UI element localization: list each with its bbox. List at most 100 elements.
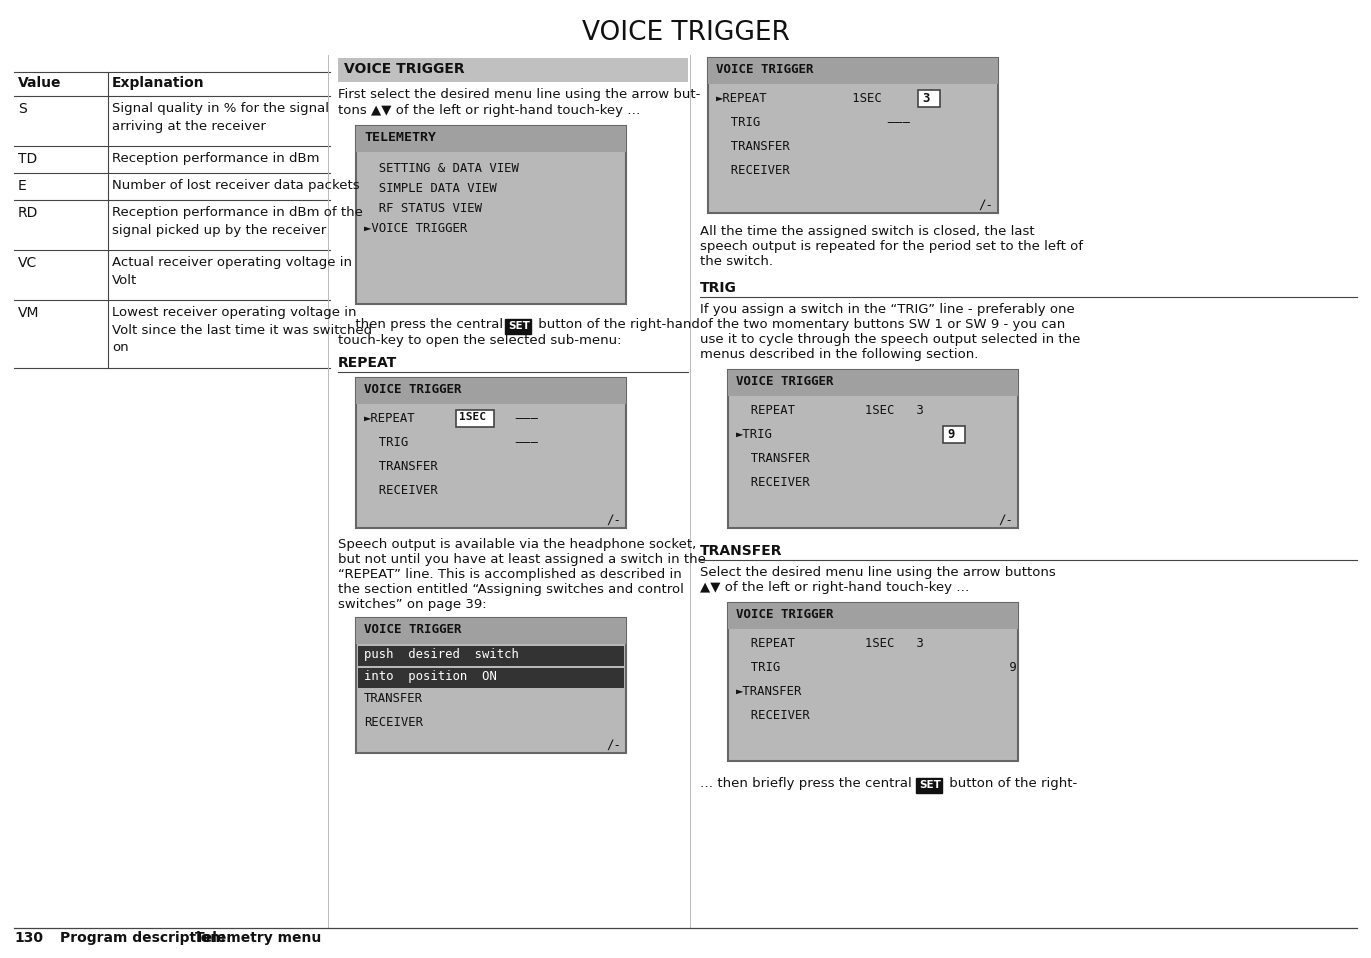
Text: E: E <box>18 179 27 193</box>
Text: 1SEC: 1SEC <box>459 412 485 422</box>
Text: ►TRIG: ►TRIG <box>736 428 773 441</box>
Bar <box>728 603 1019 761</box>
Bar <box>707 58 998 84</box>
Bar <box>728 603 1019 629</box>
Text: ▲▼ of the left or right-hand touch-key …: ▲▼ of the left or right-hand touch-key … <box>701 581 969 594</box>
Text: ∕-: ∕- <box>998 514 1013 527</box>
Text: Actual receiver operating voltage in
Volt: Actual receiver operating voltage in Vol… <box>112 256 352 286</box>
Text: RF STATUS VIEW: RF STATUS VIEW <box>363 202 483 215</box>
Text: SET: SET <box>509 321 529 331</box>
Bar <box>358 668 624 688</box>
Text: Program description:: Program description: <box>60 931 230 945</box>
Text: 9: 9 <box>943 661 1017 674</box>
Text: RECEIVER: RECEIVER <box>363 716 424 729</box>
Bar <box>728 370 1019 396</box>
Text: VOICE TRIGGER: VOICE TRIGGER <box>363 623 462 636</box>
Text: 130: 130 <box>14 931 43 945</box>
Text: “REPEAT” line. This is accomplished as described in: “REPEAT” line. This is accomplished as d… <box>339 568 681 581</box>
Text: Number of lost receiver data packets: Number of lost receiver data packets <box>112 179 359 192</box>
Bar <box>358 646 624 666</box>
Text: TRANSFER: TRANSFER <box>716 140 790 153</box>
Text: SET: SET <box>919 780 941 790</box>
Text: tons ▲▼ of the left or right-hand touch-key …: tons ▲▼ of the left or right-hand touch-… <box>339 104 640 117</box>
Text: 1SEC   3: 1SEC 3 <box>828 637 924 650</box>
Text: TRIG: TRIG <box>736 661 780 674</box>
Text: VOICE TRIGGER: VOICE TRIGGER <box>736 375 834 388</box>
Text: but not until you have at least assigned a switch in the: but not until you have at least assigned… <box>339 553 706 566</box>
Bar <box>356 618 627 644</box>
Text: Speech output is available via the headphone socket,: Speech output is available via the headp… <box>339 538 696 551</box>
Text: button of the right-hand: button of the right-hand <box>533 318 699 331</box>
Text: TRANSFER: TRANSFER <box>363 460 437 473</box>
Text: 9: 9 <box>947 428 954 441</box>
Text: All the time the assigned switch is closed, the last: All the time the assigned switch is clos… <box>701 225 1035 238</box>
Text: VOICE TRIGGER: VOICE TRIGGER <box>716 63 813 76</box>
Text: 1SEC: 1SEC <box>808 92 882 105</box>
Text: Telemetry menu: Telemetry menu <box>195 931 321 945</box>
Text: SIMPLE DATA VIEW: SIMPLE DATA VIEW <box>363 182 496 195</box>
Text: ∕-: ∕- <box>606 514 621 527</box>
Bar <box>356 618 627 753</box>
Text: Value: Value <box>18 76 62 90</box>
Text: ►REPEAT: ►REPEAT <box>716 92 768 105</box>
Bar <box>356 126 627 152</box>
Text: First select the desired menu line using the arrow but-: First select the desired menu line using… <box>339 88 701 101</box>
Text: REPEAT: REPEAT <box>736 637 795 650</box>
Text: SETTING & DATA VIEW: SETTING & DATA VIEW <box>363 162 518 175</box>
Text: Signal quality in % for the signal
arriving at the receiver: Signal quality in % for the signal arriv… <box>112 102 329 132</box>
Text: into  position  ON: into position ON <box>363 670 496 683</box>
Text: RECEIVER: RECEIVER <box>716 164 790 177</box>
Text: If you assign a switch in the “TRIG” line - preferably one: If you assign a switch in the “TRIG” lin… <box>701 303 1075 316</box>
Text: TD: TD <box>18 152 37 166</box>
Text: TRIG: TRIG <box>363 436 409 449</box>
Text: ———: ——— <box>500 412 537 425</box>
Text: the section entitled “Assigning switches and control: the section entitled “Assigning switches… <box>339 583 684 596</box>
Text: ∕-: ∕- <box>978 199 993 212</box>
Text: VOICE TRIGGER: VOICE TRIGGER <box>581 20 790 46</box>
Bar <box>943 426 965 443</box>
Text: Select the desired menu line using the arrow buttons: Select the desired menu line using the a… <box>701 566 1056 579</box>
Text: ———: ——— <box>873 116 910 129</box>
Text: Explanation: Explanation <box>112 76 204 90</box>
Text: RECEIVER: RECEIVER <box>736 709 810 722</box>
Text: RD: RD <box>18 206 38 220</box>
Bar <box>457 410 494 427</box>
Text: VM: VM <box>18 306 40 320</box>
Text: REPEAT: REPEAT <box>736 404 795 417</box>
Text: Reception performance in dBm of the
signal picked up by the receiver: Reception performance in dBm of the sign… <box>112 206 363 237</box>
Text: speech output is repeated for the period set to the left of: speech output is repeated for the period… <box>701 240 1083 253</box>
Text: TRANSFER: TRANSFER <box>363 692 424 705</box>
Text: ►TRANSFER: ►TRANSFER <box>736 685 802 698</box>
Text: ►REPEAT: ►REPEAT <box>363 412 415 425</box>
Bar <box>356 378 627 528</box>
Bar <box>916 778 942 793</box>
Text: Reception performance in dBm: Reception performance in dBm <box>112 152 319 165</box>
Text: RECEIVER: RECEIVER <box>736 476 810 489</box>
Text: 3: 3 <box>923 92 930 105</box>
Text: TELEMETRY: TELEMETRY <box>363 131 436 144</box>
Text: TRANSFER: TRANSFER <box>736 452 810 465</box>
Text: ►VOICE TRIGGER: ►VOICE TRIGGER <box>363 222 468 235</box>
Text: … then briefly press the central: … then briefly press the central <box>701 777 916 790</box>
Bar <box>728 370 1019 528</box>
Text: VOICE TRIGGER: VOICE TRIGGER <box>344 62 465 76</box>
Text: TRIG: TRIG <box>701 281 736 295</box>
Text: of the two momentary buttons SW 1 or SW 9 - you can: of the two momentary buttons SW 1 or SW … <box>701 318 1065 331</box>
Text: TRIG: TRIG <box>716 116 761 129</box>
Text: ———: ——— <box>500 436 537 449</box>
Text: button of the right-: button of the right- <box>945 777 1078 790</box>
Text: VOICE TRIGGER: VOICE TRIGGER <box>736 608 834 621</box>
Text: RECEIVER: RECEIVER <box>363 484 437 497</box>
Bar <box>339 58 688 82</box>
Text: switches” on page 39:: switches” on page 39: <box>339 598 487 611</box>
Text: use it to cycle through the speech output selected in the: use it to cycle through the speech outpu… <box>701 333 1080 346</box>
Text: ∕-: ∕- <box>606 739 621 752</box>
Text: S: S <box>18 102 27 116</box>
Text: TRANSFER: TRANSFER <box>701 544 783 558</box>
Bar <box>505 319 531 334</box>
Bar <box>356 126 627 304</box>
Text: 1SEC   3: 1SEC 3 <box>828 404 924 417</box>
Bar <box>919 90 941 107</box>
Text: VC: VC <box>18 256 37 270</box>
Text: push  desired  switch: push desired switch <box>363 648 518 661</box>
